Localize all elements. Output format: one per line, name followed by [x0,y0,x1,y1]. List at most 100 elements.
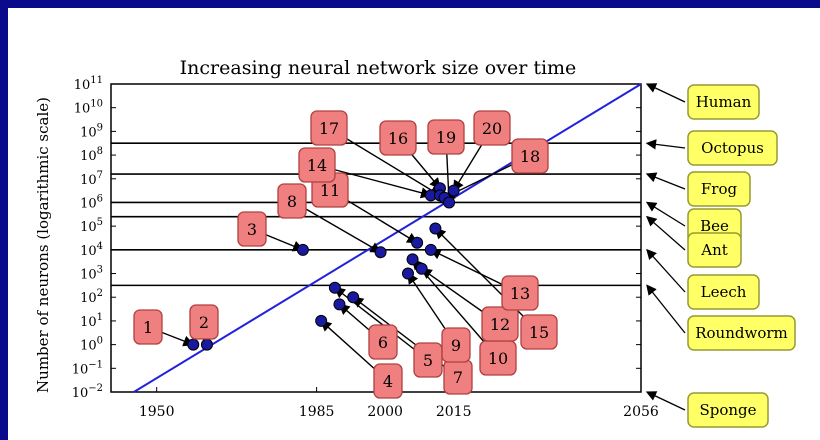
network-label: 3 [247,220,257,239]
y-tick-label: 10−1 [72,359,103,377]
species-label: Frog [701,180,738,198]
plot-area: 10−210−110010110210310410510610710810910… [72,75,796,428]
network-label: 20 [482,119,502,138]
species-badge [687,392,769,428]
y-tick-label: 107 [80,170,103,188]
y-tick-label: 109 [80,122,103,140]
species-arrow [645,172,686,190]
network-label: 12 [490,315,510,334]
network-point [411,236,424,249]
network-arrow [434,227,540,333]
network-point [347,291,360,304]
species-label: Ant [700,241,728,259]
network-label: 18 [520,147,540,166]
network-badge [413,342,443,378]
y-tick-label: 104 [80,241,103,259]
network-badge [189,304,219,340]
y-axis-label: Number of neurons (logarithmic scale) [34,97,52,393]
y-tick-label: 102 [80,288,103,306]
network-point [187,338,200,351]
network-label: 6 [378,333,388,352]
network-badge [277,183,307,219]
network-label: 1 [143,318,153,337]
species-badge [687,315,796,351]
network-badge [511,138,549,174]
network-point [429,222,442,235]
network-label: 10 [488,349,508,368]
y-tick-label: 108 [80,146,103,164]
species-badge [687,274,760,310]
species-badge [687,84,760,120]
network-badge [237,211,267,247]
y-tick-label: 103 [80,265,103,283]
chart-frame: Increasing neural network size over time… [8,8,820,440]
network-point [328,281,341,294]
network-badge [481,306,519,342]
network-label: 2 [199,313,209,332]
network-badge [133,309,163,345]
network-point [443,196,456,209]
network-arrow [291,200,382,253]
x-tick-label: 2000 [367,404,403,420]
species-badge [687,130,778,166]
x-tick-label: 1950 [139,404,175,420]
x-tick-label: 2056 [623,404,659,420]
network-badge [501,275,539,311]
trend-line [133,83,642,393]
y-tick-label: 105 [80,217,103,235]
y-tick-label: 101 [80,312,103,330]
species-arrow [646,284,686,334]
species-label: Leech [701,283,747,301]
network-point [415,262,428,275]
y-tick-label: 1010 [74,99,103,117]
network-badge [427,119,465,155]
species-arrow [645,139,686,150]
network-badge [298,147,336,183]
network-badge [441,327,471,363]
network-point [374,246,387,259]
network-badge [373,363,403,399]
chart-title: Increasing neural network size over time [180,57,577,79]
network-label: 5 [423,351,433,370]
neural-network-size-chart: Increasing neural network size over time… [34,57,796,428]
y-tick-label: 10−2 [72,383,103,401]
y-tick-label: 1011 [74,75,103,93]
network-arrow [316,164,433,199]
network-badge [310,110,348,146]
species-arrow [645,83,686,103]
species-label: Roundworm [695,324,788,342]
y-tick-label: 106 [80,193,103,211]
network-point [333,298,346,311]
network-label: 17 [319,119,339,138]
network-badge [379,120,417,156]
network-label: 13 [510,284,530,303]
y-tick-label: 100 [80,336,103,354]
network-point [424,243,437,256]
species-label: Sponge [699,401,756,419]
network-label: 16 [388,129,408,148]
network-point [401,267,414,280]
network-label: 11 [320,181,340,200]
network-point [296,243,309,256]
network-badge [520,314,558,350]
network-label: 9 [451,336,461,355]
network-point [200,338,213,351]
network-label: 14 [307,156,327,175]
x-tick-label: 2015 [436,404,472,420]
species-arrow [645,201,686,227]
species-badge [687,171,751,207]
network-badge [368,324,398,360]
network-label: 4 [383,372,393,391]
network-point [315,314,328,327]
network-label: 15 [529,323,549,342]
species-label: Bee [700,217,729,235]
network-label: 19 [436,128,456,147]
species-arrow [645,391,686,411]
network-label: 8 [287,192,297,211]
species-label: Human [696,93,752,111]
species-badge [687,232,742,268]
network-point [406,253,419,266]
network-label: 7 [453,368,463,387]
network-point [447,184,460,197]
x-tick-label: 1985 [299,404,335,420]
